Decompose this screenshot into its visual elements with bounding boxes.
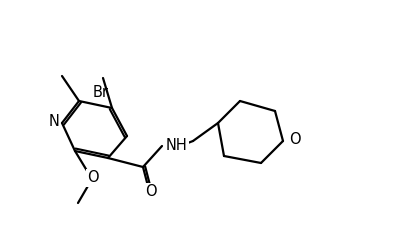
Text: Br: Br <box>93 85 109 100</box>
Text: O: O <box>288 132 300 147</box>
Text: N: N <box>49 114 59 129</box>
Text: NH: NH <box>166 138 187 153</box>
Text: O: O <box>145 185 156 200</box>
Text: O: O <box>87 170 99 186</box>
